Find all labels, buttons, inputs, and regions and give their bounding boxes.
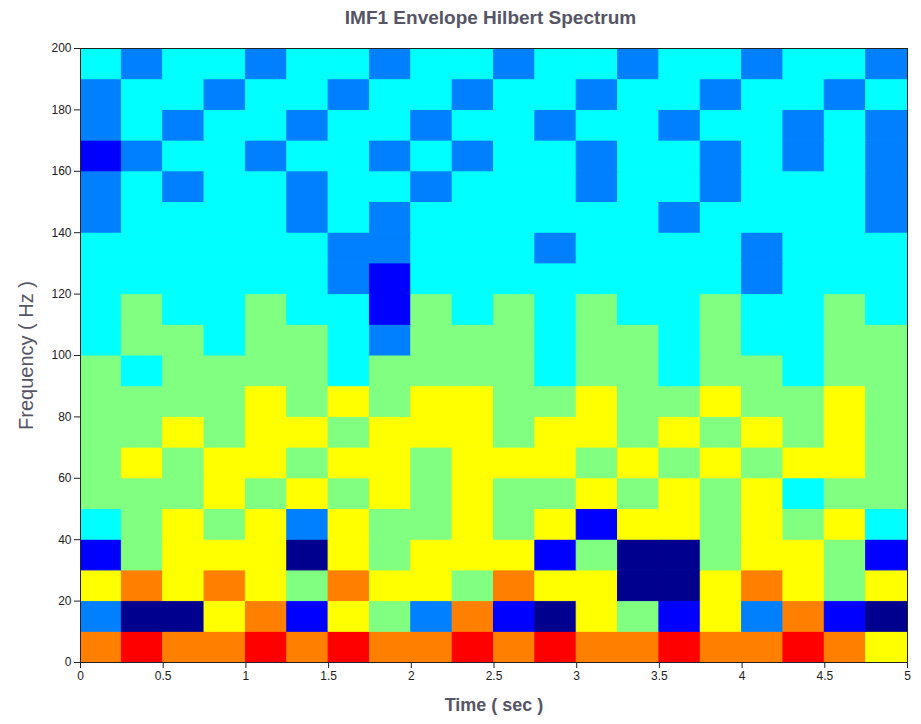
svg-text:60: 60 xyxy=(58,471,72,485)
svg-text:3: 3 xyxy=(573,669,580,683)
svg-text:1.5: 1.5 xyxy=(320,669,337,683)
svg-text:120: 120 xyxy=(51,287,71,301)
svg-text:160: 160 xyxy=(51,164,71,178)
svg-text:100: 100 xyxy=(51,348,71,362)
svg-text:2.5: 2.5 xyxy=(486,669,503,683)
svg-text:2: 2 xyxy=(408,669,415,683)
svg-text:Time ( sec ): Time ( sec ) xyxy=(445,695,544,715)
svg-text:40: 40 xyxy=(58,533,72,547)
svg-text:180: 180 xyxy=(51,103,71,117)
svg-text:80: 80 xyxy=(58,410,72,424)
svg-text:4: 4 xyxy=(739,669,746,683)
svg-text:20: 20 xyxy=(58,594,72,608)
svg-text:5: 5 xyxy=(904,669,911,683)
svg-text:1: 1 xyxy=(243,669,250,683)
svg-text:140: 140 xyxy=(51,226,71,240)
svg-text:200: 200 xyxy=(51,41,71,55)
svg-text:3.5: 3.5 xyxy=(651,669,668,683)
svg-text:0: 0 xyxy=(65,655,72,669)
svg-text:0.5: 0.5 xyxy=(155,669,172,683)
html-text:IMF1 Envelope Hilbert Spectrum: IMF1 Envelope Hilbert Spectrum xyxy=(344,7,637,28)
svg-text:Frequency ( Hz ): Frequency ( Hz ) xyxy=(15,281,37,430)
svg-text:0: 0 xyxy=(77,669,84,683)
svg-text:4.5: 4.5 xyxy=(816,669,833,683)
